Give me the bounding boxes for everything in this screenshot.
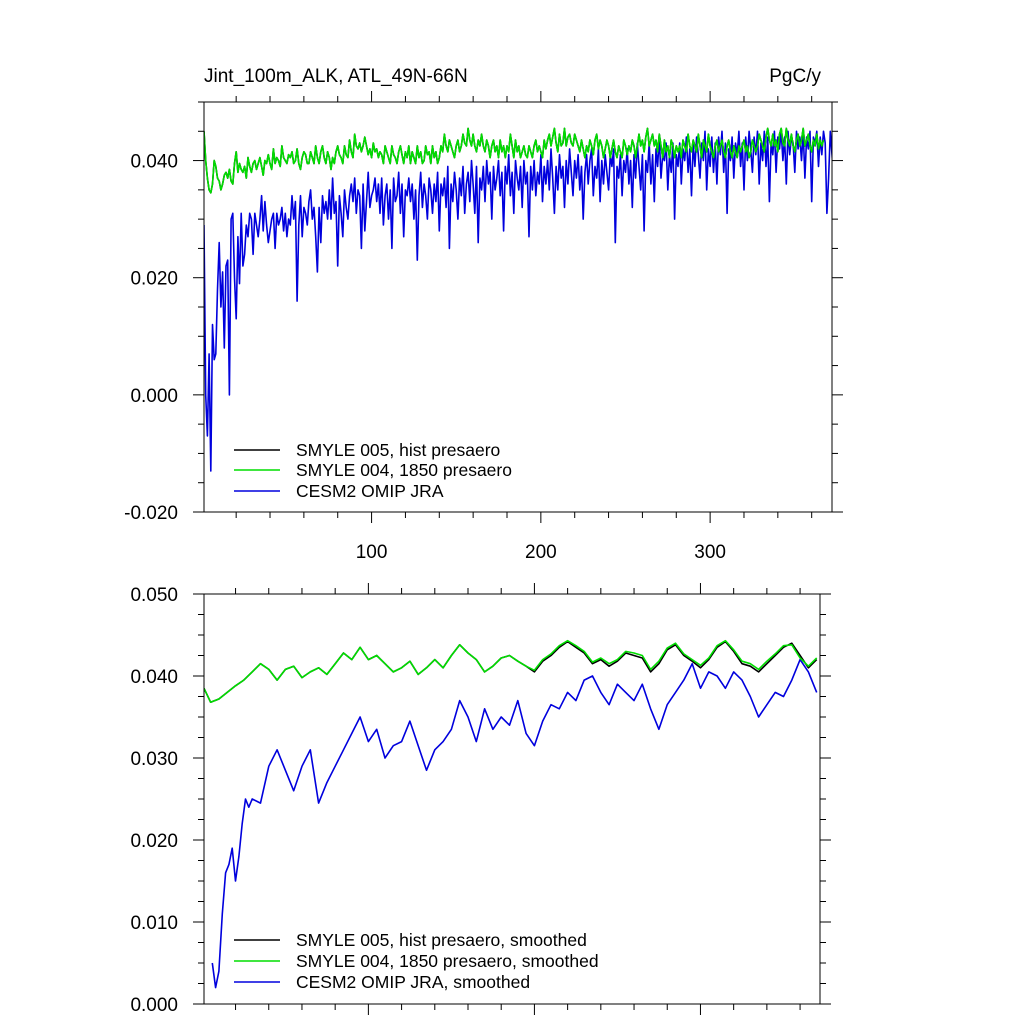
bottom-legend: SMYLE 005, hist presaero, smoothed SMYLE…: [234, 930, 599, 992]
top-x-tick-label: 100: [356, 542, 388, 563]
top-x-tick-label: 200: [525, 542, 557, 563]
series-line-smyle-005-hist-presaero-smoothed: [204, 640, 818, 704]
top-y-tick-label: 0.020: [130, 269, 178, 290]
bottom-panel: 0.000 0.010 0.020 0.030 0.040 0.050 SMYLE 005…: [130, 583, 831, 1016]
top-series-group: [204, 127, 832, 472]
top-y-tick-label: 0.040: [130, 152, 178, 173]
top-legend: SMYLE 005, hist presaero SMYLE 004, 1850…: [234, 440, 512, 501]
bottom-y-tick-label: 0.000: [130, 995, 178, 1016]
bottom-y-tick-label: 0.030: [130, 749, 178, 770]
top-y-tick-label: 0.000: [130, 386, 178, 407]
bottom-y-tick-label: 0.020: [130, 831, 178, 852]
top-panel: Jint_100m_ALK, ATL_49N-66N PgC/y -0.020 0…: [124, 66, 843, 563]
top-y-tick-label: -0.020: [124, 503, 178, 524]
bottom-series-group: [204, 639, 818, 989]
top-plot-area: -0.020 0.000 0.020 0.040 100 200 300: [124, 91, 843, 563]
bottom-y-tick-label: 0.050: [130, 585, 178, 606]
bottom-y-tick-label: 0.010: [130, 913, 178, 934]
series-line-cesm2-omip-jra: [204, 130, 832, 472]
legend-label-cesm2-omip-smoothed: CESM2 OMIP JRA, smoothed: [296, 972, 530, 992]
legend-label-smyle-005-smoothed: SMYLE 005, hist presaero, smoothed: [296, 930, 587, 950]
series-line-cesm2-omip-jra-smoothed: [211, 658, 818, 989]
chart-units: PgC/y: [769, 66, 821, 87]
series-line-smyle-004-1850-presaero: [204, 127, 825, 194]
legend-label-smyle-005: SMYLE 005, hist presaero: [296, 440, 500, 460]
bottom-plot-area: 0.000 0.010 0.020 0.030 0.040 0.050: [130, 583, 831, 1016]
legend-label-cesm2-omip: CESM2 OMIP JRA: [296, 481, 444, 501]
top-x-tick-label: 300: [694, 542, 726, 563]
bottom-y-tick-label: 0.040: [130, 667, 178, 688]
legend-label-smyle-004: SMYLE 004, 1850 presaero: [296, 460, 512, 480]
legend-label-smyle-004-smoothed: SMYLE 004, 1850 presaero, smoothed: [296, 951, 599, 971]
chart-title: Jint_100m_ALK, ATL_49N-66N: [204, 66, 468, 87]
series-line-smyle-004-1850-presaero-smoothed: [204, 639, 818, 704]
